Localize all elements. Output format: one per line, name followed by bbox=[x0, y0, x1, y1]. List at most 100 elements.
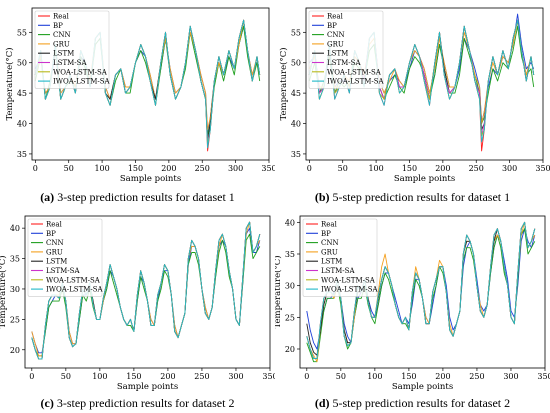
x-tick-label: 350 bbox=[537, 372, 550, 381]
legend-label: LSTM bbox=[46, 258, 67, 266]
legend-label: BP bbox=[327, 22, 337, 30]
line-chart-c: 0 50 100 150 200 250 300 350 20 25 30 35 40 Sample po… bbox=[0, 215, 275, 392]
plot-frame bbox=[24, 215, 271, 369]
x-tick-label: 200 bbox=[161, 164, 176, 173]
y-tick-label: 35 bbox=[285, 250, 295, 259]
legend-label: Real bbox=[53, 13, 70, 21]
x-tick-label: 50 bbox=[338, 164, 348, 173]
x-tick-label: 300 bbox=[502, 164, 517, 173]
chart-panel-d: 0 50 100 150 200 250 300 350 20 25 30 35 40 Sample po… bbox=[275, 206, 550, 412]
chart-panel-a: 0 50 100 150 200 250 300 350 35 40 45 50 55 Sample po… bbox=[0, 0, 275, 206]
legend-label: WOA-LSTM-SA bbox=[321, 276, 376, 284]
y-axis-label: Temperature(°C) bbox=[4, 47, 15, 120]
legend-label: CNN bbox=[321, 239, 339, 247]
y-tick-label: 35 bbox=[291, 150, 301, 159]
legend-label: GRU bbox=[327, 40, 344, 48]
legend-label: IWOA-LSTM-SA bbox=[53, 78, 111, 86]
y-tick-label: 55 bbox=[17, 28, 27, 37]
x-tick-label: 150 bbox=[128, 164, 143, 173]
legend-label: IWOA-LSTM-SA bbox=[321, 286, 379, 294]
x-axis-label: Sample points bbox=[394, 174, 455, 184]
y-tick-label: 20 bbox=[285, 345, 295, 354]
legend-box bbox=[302, 218, 378, 297]
x-tick-label: 300 bbox=[503, 372, 518, 381]
chart-panel-b: 0 50 100 150 200 250 300 350 35 40 45 50 55 Sample po… bbox=[275, 0, 550, 206]
y-tick-label: 50 bbox=[291, 59, 301, 68]
legend-box bbox=[308, 10, 384, 89]
x-tick-label: 100 bbox=[367, 372, 382, 381]
y-axis-label: Temperature(°C) bbox=[275, 255, 283, 328]
x-tick-label: 250 bbox=[194, 372, 209, 381]
caption-text: 5-step prediction results for dataset 1 bbox=[329, 190, 511, 204]
y-tick-label: 40 bbox=[17, 120, 27, 129]
x-tick-label: 250 bbox=[469, 372, 484, 381]
series-line-iwoa-lstm-sa bbox=[308, 19, 535, 143]
y-tick-label: 40 bbox=[291, 120, 301, 129]
x-tick-label: 200 bbox=[435, 164, 450, 173]
x-tick-label: 150 bbox=[126, 372, 141, 381]
x-tick-label: 50 bbox=[64, 164, 74, 173]
y-tick-label: 45 bbox=[17, 89, 27, 98]
legend-label: Real bbox=[321, 221, 338, 229]
series-group bbox=[306, 221, 536, 363]
x-tick-label: 0 bbox=[29, 372, 34, 381]
legend-label: BP bbox=[46, 230, 56, 238]
y-tick-label: 20 bbox=[10, 346, 20, 355]
y-tick-label: 30 bbox=[10, 285, 20, 294]
legend-label: GRU bbox=[53, 40, 70, 48]
line-chart-a: 0 50 100 150 200 250 300 350 35 40 45 50 55 Sample po… bbox=[4, 7, 275, 184]
plot-frame bbox=[299, 215, 546, 369]
y-tick-label: 25 bbox=[285, 313, 295, 322]
caption-text: 3-step prediction results for dataset 1 bbox=[54, 190, 235, 204]
x-tick-label: 350 bbox=[262, 372, 275, 381]
series-line-iwoa-lstm-sa bbox=[306, 221, 536, 359]
y-tick-label: 40 bbox=[10, 224, 20, 233]
x-tick-label: 100 bbox=[94, 164, 109, 173]
x-axis-label: Sample points bbox=[117, 382, 178, 392]
plot-frame bbox=[305, 7, 544, 161]
legend-label: LSTM bbox=[53, 50, 74, 58]
y-tick-label: 30 bbox=[285, 282, 295, 291]
legend-label: Real bbox=[46, 221, 63, 229]
legend-label: LSTM-SA bbox=[46, 267, 80, 275]
x-tick-label: 350 bbox=[535, 164, 550, 173]
legend-box bbox=[27, 218, 103, 297]
legend-label: LSTM bbox=[321, 258, 342, 266]
series-line-iwoa-lstm-sa bbox=[31, 221, 261, 360]
legend-label: CNN bbox=[53, 31, 71, 39]
legend-label: BP bbox=[53, 22, 63, 30]
caption-letter: (c) bbox=[40, 396, 54, 410]
line-chart-d: 0 50 100 150 200 250 300 350 20 25 30 35 40 Sample po… bbox=[275, 215, 550, 392]
legend-box bbox=[34, 10, 110, 89]
legend-label: CNN bbox=[46, 239, 64, 247]
x-tick-label: 100 bbox=[92, 372, 107, 381]
x-tick-label: 200 bbox=[435, 372, 450, 381]
x-tick-label: 300 bbox=[228, 372, 243, 381]
legend-label: IWOA-LSTM-SA bbox=[46, 286, 104, 294]
x-tick-label: 150 bbox=[401, 372, 416, 381]
y-axis-label: Temperature(°C) bbox=[0, 255, 8, 328]
caption-c: (c) 3-step prediction results for datase… bbox=[0, 396, 275, 411]
x-tick-label: 250 bbox=[195, 164, 210, 173]
series-line-iwoa-lstm-sa bbox=[34, 19, 261, 149]
legend-label: IWOA-LSTM-SA bbox=[327, 78, 385, 86]
x-tick-label: 50 bbox=[61, 372, 71, 381]
legend-label: GRU bbox=[321, 248, 338, 256]
legend-label: WOA-LSTM-SA bbox=[53, 68, 108, 76]
line-chart-b: 0 50 100 150 200 250 300 350 35 40 45 50 55 Sample po… bbox=[278, 7, 550, 184]
caption-letter: (b) bbox=[314, 190, 330, 204]
x-tick-label: 300 bbox=[228, 164, 243, 173]
y-tick-label: 35 bbox=[17, 150, 27, 159]
y-axis-label: Temperature(°C) bbox=[278, 47, 289, 120]
caption-a: (a) 3-step prediction results for datase… bbox=[0, 190, 275, 205]
caption-b: (b) 5-step prediction results for datase… bbox=[275, 190, 550, 205]
x-tick-label: 100 bbox=[368, 164, 383, 173]
legend-label: GRU bbox=[46, 248, 63, 256]
x-tick-label: 200 bbox=[160, 372, 175, 381]
caption-text: 3-step prediction results for dataset 2 bbox=[53, 396, 235, 410]
x-tick-label: 0 bbox=[307, 164, 312, 173]
legend-label: LSTM-SA bbox=[327, 59, 361, 67]
